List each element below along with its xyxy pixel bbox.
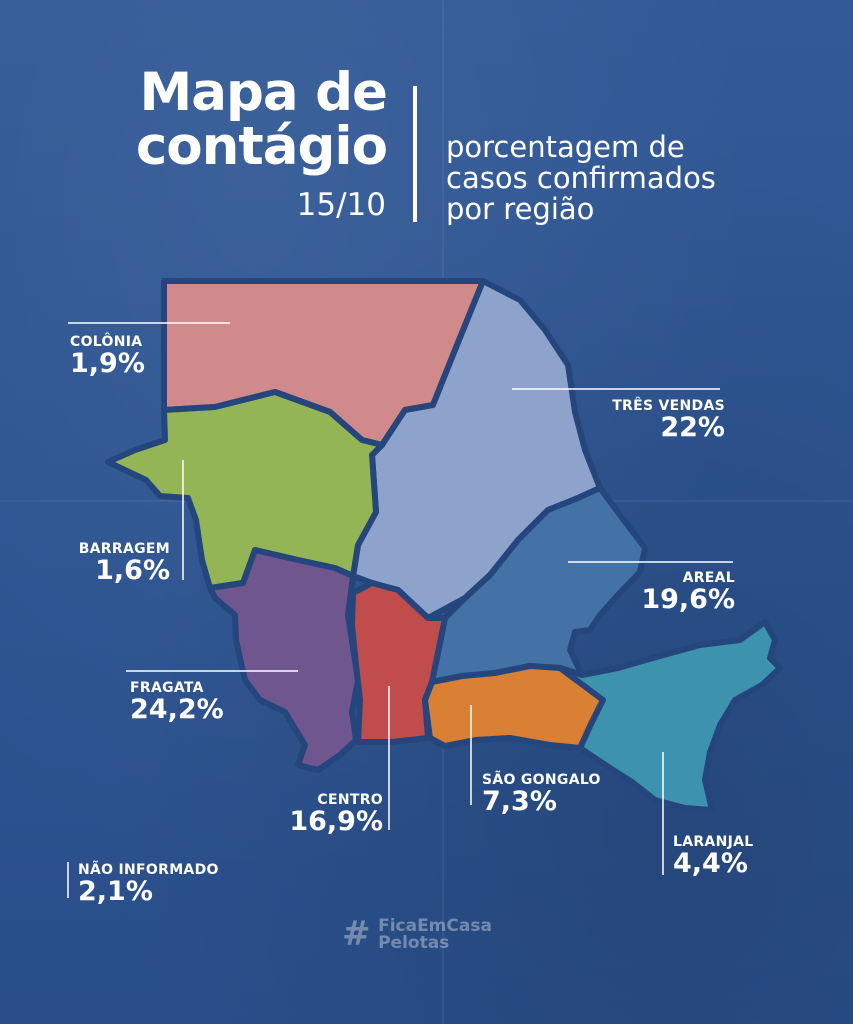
label-sao-goncalo: SÃO GONGALO 7,3% (482, 772, 601, 816)
hashtag-watermark: # FicaEmCasa Pelotas (342, 916, 492, 953)
label-nao-informado-name: NÃO INFORMADO (78, 862, 219, 878)
title-line-2: contágio (135, 116, 388, 177)
label-areal: AREAL 19,6% (641, 570, 735, 614)
label-laranjal-value: 4,4% (673, 848, 748, 879)
label-areal-value: 19,6% (641, 584, 735, 615)
label-tres-vendas-name: TRÊS VENDAS (612, 398, 725, 414)
label-colonia: COLÔNIA 1,9% (70, 334, 145, 378)
label-fragata: FRAGATA 24,2% (130, 680, 224, 724)
label-barragem: BARRAGEM 1,6% (79, 541, 170, 585)
watermark-line-1: FicaEmCasa (378, 916, 492, 936)
hashtag-icon: # (342, 914, 371, 954)
label-centro-value: 16,9% (289, 806, 383, 837)
label-barragem-value: 1,6% (95, 555, 170, 586)
label-barragem-name: BARRAGEM (78, 541, 170, 557)
subtitle-line-3: por região (446, 192, 595, 226)
date-label: 15/10 (296, 187, 386, 223)
label-fragata-value: 24,2% (130, 694, 224, 725)
title-line-1: Mapa de (139, 62, 388, 123)
label-laranjal-name: LARANJAL (673, 834, 754, 850)
label-tres-vendas: TRÊS VENDAS 22% (612, 398, 725, 442)
subtitle: porcentagem de casos confirmados por reg… (446, 132, 716, 225)
title-divider (413, 86, 417, 222)
region-tres-vendas[interactable] (350, 278, 603, 621)
subtitle-line-2: casos confirmados (446, 161, 716, 195)
subtitle-line-1: porcentagem de (446, 130, 685, 164)
label-colonia-name: COLÔNIA (70, 334, 143, 350)
label-centro: CENTRO 16,9% (289, 792, 383, 836)
label-nao-informado-value: 2,1% (78, 876, 153, 907)
label-fragata-name: FRAGATA (130, 680, 204, 696)
watermark-line-2: Pelotas (378, 933, 450, 953)
label-sao-goncalo-name: SÃO GONGALO (482, 772, 601, 788)
region-fragata[interactable] (207, 547, 361, 773)
region-laranjal[interactable] (557, 619, 783, 813)
label-sao-goncalo-value: 7,3% (482, 786, 557, 817)
label-centro-name: CENTRO (317, 792, 383, 808)
label-nao-informado: NÃO INFORMADO 2,1% (78, 862, 219, 906)
map-title: Mapa de contágio (135, 62, 388, 177)
label-colonia-value: 1,9% (70, 348, 145, 379)
label-laranjal: LARANJAL 4,4% (673, 834, 753, 878)
label-tres-vendas-value: 22% (660, 412, 725, 443)
label-areal-name: AREAL (682, 570, 735, 586)
